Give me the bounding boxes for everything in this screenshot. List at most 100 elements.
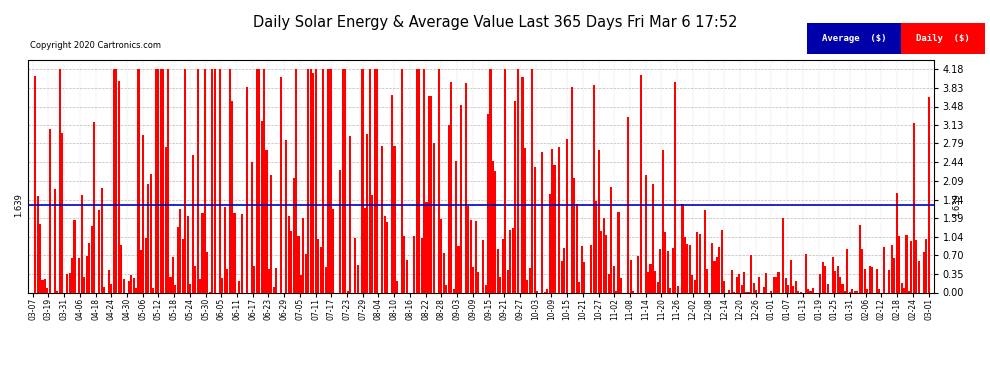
- Bar: [47, 288, 49, 292]
- Bar: [822, 262, 824, 292]
- Bar: [512, 228, 514, 292]
- Bar: [231, 101, 233, 292]
- Bar: [290, 231, 292, 292]
- Bar: [226, 268, 228, 292]
- Bar: [61, 133, 63, 292]
- Bar: [575, 204, 578, 292]
- Bar: [258, 69, 260, 292]
- Bar: [570, 87, 573, 292]
- Bar: [578, 282, 580, 292]
- Bar: [162, 69, 164, 292]
- Bar: [603, 218, 605, 292]
- Bar: [386, 222, 388, 292]
- Bar: [837, 266, 839, 292]
- Bar: [197, 69, 199, 292]
- Bar: [876, 269, 878, 292]
- Bar: [275, 268, 277, 292]
- Bar: [711, 243, 713, 292]
- Bar: [174, 285, 176, 292]
- Bar: [288, 216, 290, 292]
- Bar: [135, 288, 137, 292]
- Bar: [81, 195, 83, 292]
- Bar: [787, 285, 789, 292]
- Bar: [423, 69, 425, 292]
- Bar: [342, 69, 344, 292]
- Bar: [843, 291, 846, 292]
- Bar: [361, 69, 363, 292]
- Bar: [878, 289, 880, 292]
- Bar: [426, 202, 428, 292]
- Bar: [101, 188, 103, 292]
- Bar: [595, 201, 597, 292]
- Bar: [194, 266, 196, 292]
- Bar: [457, 246, 459, 292]
- Bar: [741, 285, 742, 292]
- Bar: [58, 69, 60, 292]
- Bar: [406, 260, 408, 292]
- Bar: [777, 272, 779, 292]
- Bar: [509, 230, 511, 292]
- Bar: [349, 136, 351, 292]
- Bar: [366, 134, 368, 292]
- Bar: [118, 81, 120, 292]
- Bar: [903, 288, 905, 292]
- Bar: [497, 249, 499, 292]
- Bar: [322, 69, 324, 292]
- Bar: [108, 270, 110, 292]
- Bar: [159, 69, 161, 292]
- Bar: [469, 220, 472, 292]
- Bar: [888, 270, 890, 292]
- Bar: [856, 291, 858, 292]
- Bar: [792, 286, 794, 292]
- Bar: [656, 282, 659, 292]
- Text: 1.639: 1.639: [14, 193, 23, 217]
- Bar: [327, 69, 329, 292]
- Bar: [858, 225, 860, 292]
- Bar: [669, 288, 671, 292]
- Bar: [691, 276, 693, 292]
- Bar: [696, 232, 698, 292]
- Bar: [204, 69, 206, 292]
- Bar: [140, 249, 142, 292]
- Bar: [446, 285, 447, 292]
- Bar: [827, 284, 829, 292]
- Bar: [674, 82, 676, 292]
- Bar: [686, 244, 688, 292]
- Bar: [925, 239, 928, 292]
- Bar: [537, 291, 539, 292]
- Bar: [371, 195, 373, 292]
- Bar: [145, 238, 147, 292]
- Bar: [640, 75, 642, 292]
- Bar: [39, 224, 41, 292]
- Bar: [613, 266, 615, 292]
- Text: Average  ($): Average ($): [822, 34, 886, 43]
- Bar: [431, 96, 433, 292]
- Bar: [736, 277, 738, 292]
- Bar: [450, 82, 452, 292]
- Bar: [164, 147, 166, 292]
- Bar: [221, 278, 223, 292]
- Bar: [893, 258, 895, 292]
- Bar: [413, 236, 415, 292]
- Bar: [714, 261, 716, 292]
- Bar: [489, 69, 492, 292]
- Bar: [923, 252, 925, 292]
- Bar: [83, 277, 85, 292]
- Bar: [724, 281, 726, 292]
- Bar: [184, 69, 186, 292]
- Bar: [633, 291, 635, 292]
- Bar: [482, 240, 484, 292]
- Bar: [229, 69, 231, 292]
- Bar: [494, 171, 496, 292]
- Bar: [187, 216, 189, 292]
- Bar: [699, 234, 701, 292]
- Bar: [250, 162, 252, 292]
- Bar: [179, 209, 181, 292]
- Bar: [704, 210, 706, 292]
- Bar: [832, 257, 834, 292]
- Bar: [666, 251, 669, 292]
- Bar: [167, 69, 169, 292]
- Bar: [689, 245, 691, 292]
- Bar: [529, 268, 531, 292]
- Bar: [418, 69, 420, 292]
